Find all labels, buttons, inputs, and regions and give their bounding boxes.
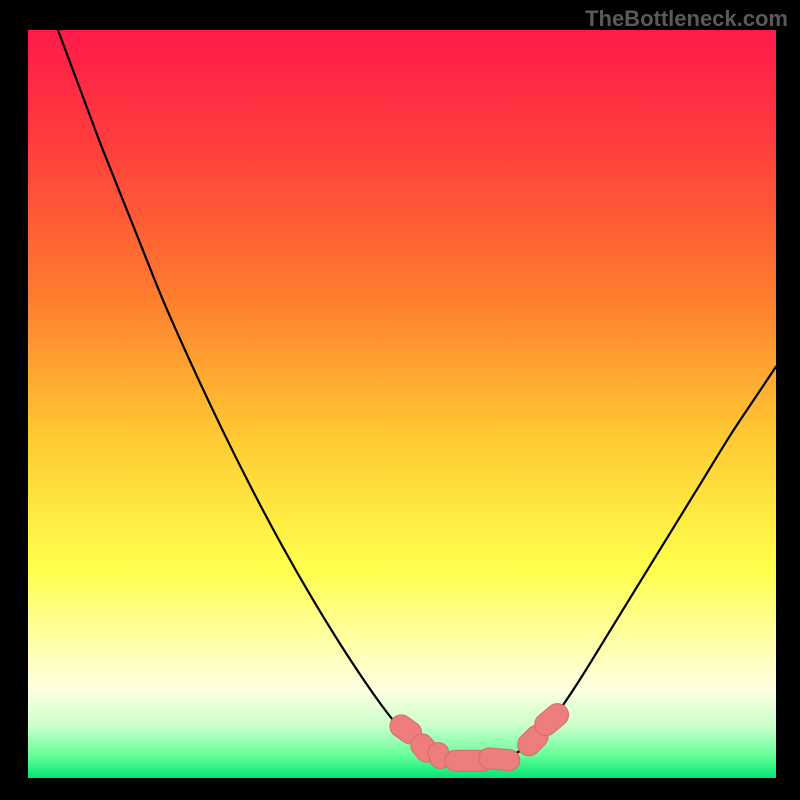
data-marker [478, 747, 521, 771]
watermark-label: TheBottleneck.com [585, 6, 788, 32]
bottleneck-curve-chart [28, 30, 776, 778]
bottleneck-curve [58, 30, 776, 761]
chart-container [28, 30, 776, 778]
